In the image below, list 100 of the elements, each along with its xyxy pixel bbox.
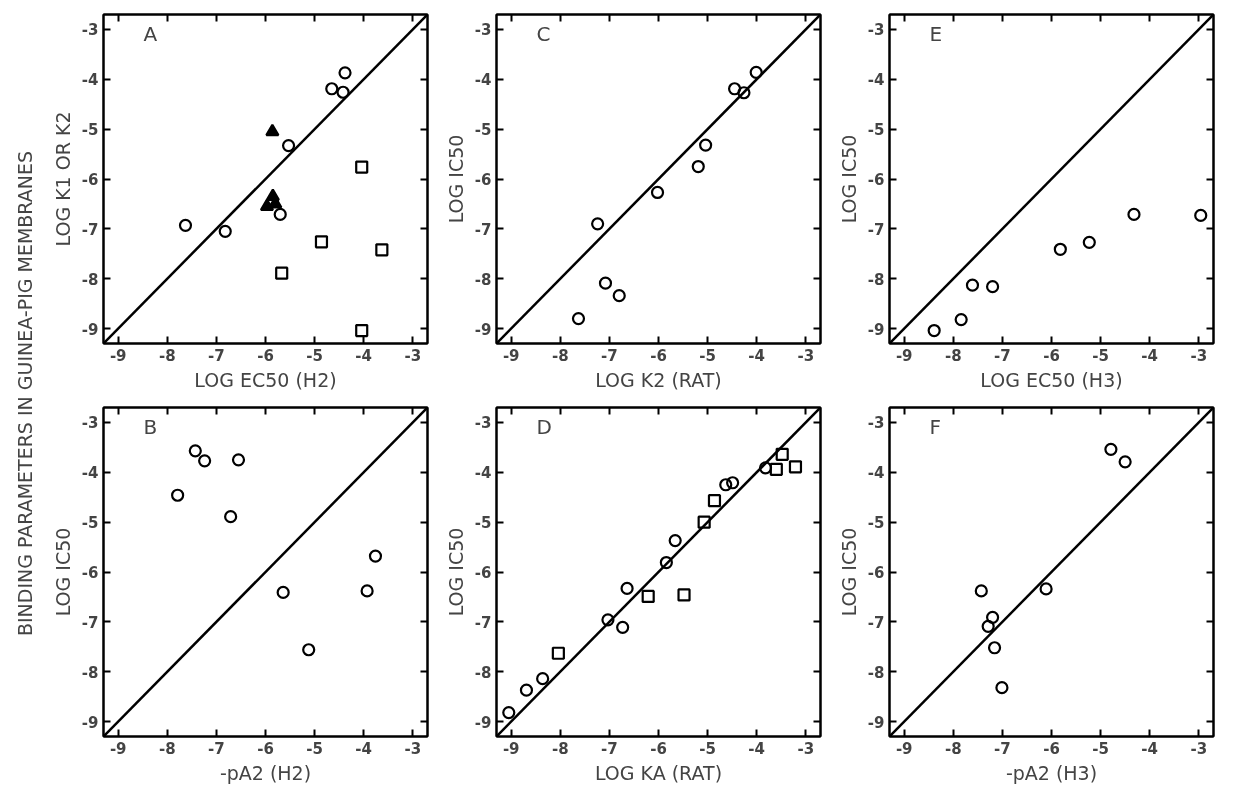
x-tick-label: -3 — [404, 346, 422, 365]
y-tick-label: -8 — [474, 270, 492, 289]
x-tick-label: -9 — [895, 346, 913, 365]
x-tick-label: -5 — [1092, 739, 1109, 758]
y-tick-label: -5 — [81, 514, 99, 533]
y-tick-label: -4 — [474, 71, 492, 90]
x-tick-label: -5 — [699, 739, 716, 758]
y-tick-label: -5 — [867, 121, 885, 140]
y-tick-label: -3 — [867, 414, 885, 433]
y-tick-label: -6 — [81, 171, 99, 189]
x-axis-title: LOG KA (RAT) — [594, 761, 723, 784]
x-tick-label: -3 — [1190, 739, 1208, 758]
y-axis-title: LOG IC50 — [837, 527, 860, 617]
x-tick-label: -8 — [551, 739, 569, 758]
x-tick-label: -7 — [601, 739, 618, 758]
x-tick-label: -4 — [355, 739, 373, 758]
x-tick-label: -8 — [944, 739, 962, 758]
y-tick-label: -9 — [474, 713, 492, 732]
y-tick-label: -5 — [474, 121, 492, 140]
y-tick-label: -3 — [474, 21, 492, 40]
y-tick-label: -4 — [867, 464, 885, 483]
x-tick-label: -4 — [1141, 739, 1159, 758]
x-axis-title: LOG EC50 (H2) — [194, 368, 337, 391]
y-tick-label: -7 — [81, 613, 99, 632]
x-tick-label: -6 — [650, 346, 667, 365]
x-tick-label: -3 — [797, 346, 815, 365]
chart-title: F — [929, 414, 942, 439]
y-tick-label: -9 — [81, 320, 99, 339]
y-axis-title: LOG IC50 — [444, 134, 467, 224]
x-tick-label: -7 — [208, 739, 225, 758]
x-tick-label: -5 — [699, 346, 716, 365]
y-tick-label: -8 — [867, 663, 885, 682]
y-tick-label: -9 — [81, 713, 99, 732]
y-tick-label: -9 — [474, 320, 492, 339]
x-tick-label: -5 — [306, 346, 323, 365]
y-tick-label: -5 — [81, 121, 99, 140]
y-tick-label: -9 — [867, 320, 885, 339]
y-tick-label: -7 — [867, 613, 885, 632]
y-tick-label: -3 — [81, 414, 99, 433]
x-tick-label: -6 — [257, 346, 274, 365]
y-tick-label: -8 — [81, 663, 99, 682]
x-tick-label: -4 — [1141, 346, 1159, 365]
y-tick-label: -8 — [867, 270, 885, 289]
y-tick-label: -7 — [867, 220, 885, 239]
y-tick-label: -6 — [867, 564, 885, 582]
y-tick-label: -6 — [81, 564, 99, 582]
y-tick-label: -6 — [474, 564, 492, 582]
x-tick-label: -6 — [257, 739, 274, 758]
y-tick-label: -4 — [867, 71, 885, 90]
y-tick-label: -7 — [474, 613, 492, 632]
text: BINDING PARAMETERS IN GUINEA-PIG MEMBRANES — [13, 150, 36, 637]
x-tick-label: -3 — [797, 739, 815, 758]
x-tick-label: -7 — [994, 739, 1011, 758]
y-tick-label: -8 — [474, 663, 492, 682]
x-tick-label: -4 — [748, 739, 766, 758]
x-tick-label: -9 — [895, 739, 913, 758]
x-tick-label: -8 — [944, 346, 962, 365]
y-tick-label: -4 — [474, 464, 492, 483]
y-tick-label: -5 — [474, 514, 492, 533]
x-tick-label: -9 — [109, 739, 127, 758]
x-axis-title: -pA2 (H3) — [1005, 761, 1098, 784]
x-tick-label: -7 — [601, 346, 618, 365]
x-tick-label: -7 — [208, 346, 225, 365]
x-tick-label: -6 — [1043, 346, 1060, 365]
x-tick-label: -7 — [994, 346, 1011, 365]
x-axis-title: -pA2 (H2) — [219, 761, 312, 784]
x-axis-title: LOG K2 (RAT) — [595, 368, 722, 391]
y-tick-label: -6 — [867, 171, 885, 189]
x-tick-label: -9 — [502, 346, 520, 365]
y-tick-label: -7 — [474, 220, 492, 239]
chart-title: D — [536, 414, 552, 439]
x-tick-label: -8 — [551, 346, 569, 365]
x-axis-title: LOG EC50 (H3) — [980, 368, 1123, 391]
y-tick-label: -3 — [867, 21, 885, 40]
x-tick-label: -9 — [109, 346, 127, 365]
x-tick-label: -3 — [1190, 346, 1208, 365]
y-tick-label: -9 — [867, 713, 885, 732]
y-tick-label: -3 — [81, 21, 99, 40]
chart-title: B — [143, 414, 158, 439]
x-tick-label: -6 — [650, 739, 667, 758]
chart-title: C — [536, 21, 551, 46]
y-tick-label: -7 — [81, 220, 99, 239]
x-tick-label: -6 — [1043, 739, 1060, 758]
y-axis-title: LOG IC50 — [837, 134, 860, 224]
y-tick-label: -4 — [81, 71, 99, 90]
y-axis-title: LOG K1 OR K2 — [51, 111, 74, 247]
y-tick-label: -4 — [81, 464, 99, 483]
x-tick-label: -8 — [158, 346, 176, 365]
x-tick-label: -5 — [1092, 346, 1109, 365]
y-tick-label: -8 — [81, 270, 99, 289]
x-tick-label: -4 — [355, 346, 373, 365]
x-tick-label: -8 — [158, 739, 176, 758]
chart-title: A — [143, 21, 158, 46]
y-tick-label: -3 — [474, 414, 492, 433]
y-tick-label: -6 — [474, 171, 492, 189]
x-tick-label: -4 — [748, 346, 766, 365]
x-tick-label: -9 — [502, 739, 520, 758]
chart-title: E — [929, 21, 943, 46]
y-axis-title: LOG IC50 — [444, 527, 467, 617]
x-tick-label: -5 — [306, 739, 323, 758]
